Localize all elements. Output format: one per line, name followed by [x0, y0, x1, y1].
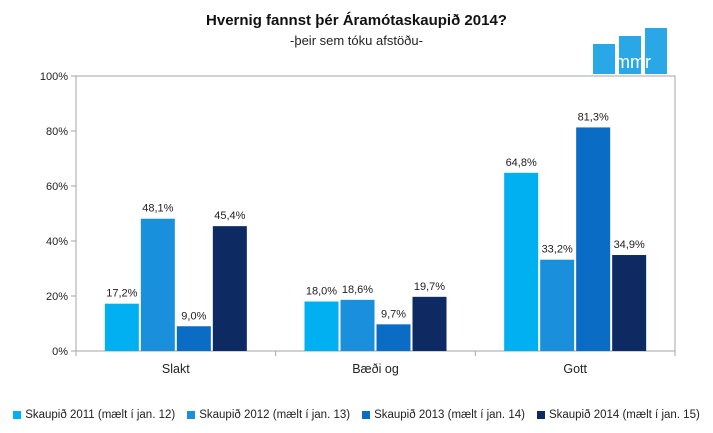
y-tick-label: 20%	[46, 291, 68, 303]
bar	[376, 324, 411, 351]
legend-item: Skaupið 2012 (mælt í jan. 13)	[187, 406, 350, 424]
bar	[340, 299, 375, 351]
bar	[612, 255, 647, 351]
legend-swatch	[362, 411, 371, 419]
data-label: 17,2%	[106, 288, 137, 300]
data-label: 18,0%	[306, 286, 337, 298]
legend-label: Skaupið 2012 (mælt í jan. 13)	[199, 409, 351, 421]
bar	[504, 172, 539, 351]
category-label: Slakt	[162, 362, 190, 376]
legend-swatch	[536, 411, 545, 419]
category-label: Bæði og	[352, 362, 399, 376]
data-label: 9,0%	[181, 310, 206, 322]
legend-swatch	[187, 411, 196, 419]
legend-item: Skaupið 2014 (mælt í jan. 15)	[536, 406, 700, 424]
data-label: 45,4%	[214, 210, 245, 222]
data-label: 64,8%	[506, 157, 537, 169]
mmr-logo: mmr	[593, 28, 667, 74]
bar	[212, 226, 247, 351]
bar	[104, 303, 139, 351]
data-label: 81,3%	[578, 111, 609, 123]
data-label: 18,6%	[342, 284, 373, 296]
bar	[140, 218, 175, 351]
legend-label: Skaupið 2014 (mælt í jan. 15)	[548, 409, 700, 421]
chart-subtitle: -þeir sem tóku afstöðu-	[290, 33, 423, 48]
plot-area	[75, 75, 676, 352]
legend-swatch	[13, 411, 22, 419]
data-label: 33,2%	[542, 244, 573, 256]
legend-label: Skaupið 2013 (mælt í jan. 14)	[374, 409, 525, 421]
y-tick-label: 60%	[46, 181, 68, 193]
chart-legend: Skaupið 2011 (mælt í jan. 12) Skaupið 201…	[0, 406, 713, 424]
y-tick-label: 80%	[46, 126, 68, 138]
category-label: Gott	[563, 362, 587, 376]
legend-label: Skaupið 2011 (mælt í jan. 12)	[25, 409, 176, 421]
chart-title: Hvernig fannst þér Áramótaskaupið 2014?	[206, 12, 507, 29]
bar	[412, 296, 447, 351]
y-tick-label: 0%	[52, 346, 68, 358]
bar	[576, 127, 611, 351]
y-tick-label: 100%	[40, 71, 68, 83]
logo-text: mmr	[615, 52, 651, 72]
bar	[176, 326, 211, 351]
data-label: 9,7%	[381, 308, 406, 320]
bar	[304, 301, 339, 351]
y-tick-label: 40%	[46, 236, 68, 248]
legend-item: Skaupið 2011 (mælt í jan. 12)	[13, 406, 175, 424]
data-label: 19,7%	[414, 281, 445, 293]
bar	[540, 259, 575, 351]
data-label: 34,9%	[614, 239, 645, 251]
legend-item: Skaupið 2013 (mælt í jan. 14)	[362, 406, 525, 424]
data-label: 48,1%	[142, 203, 173, 215]
